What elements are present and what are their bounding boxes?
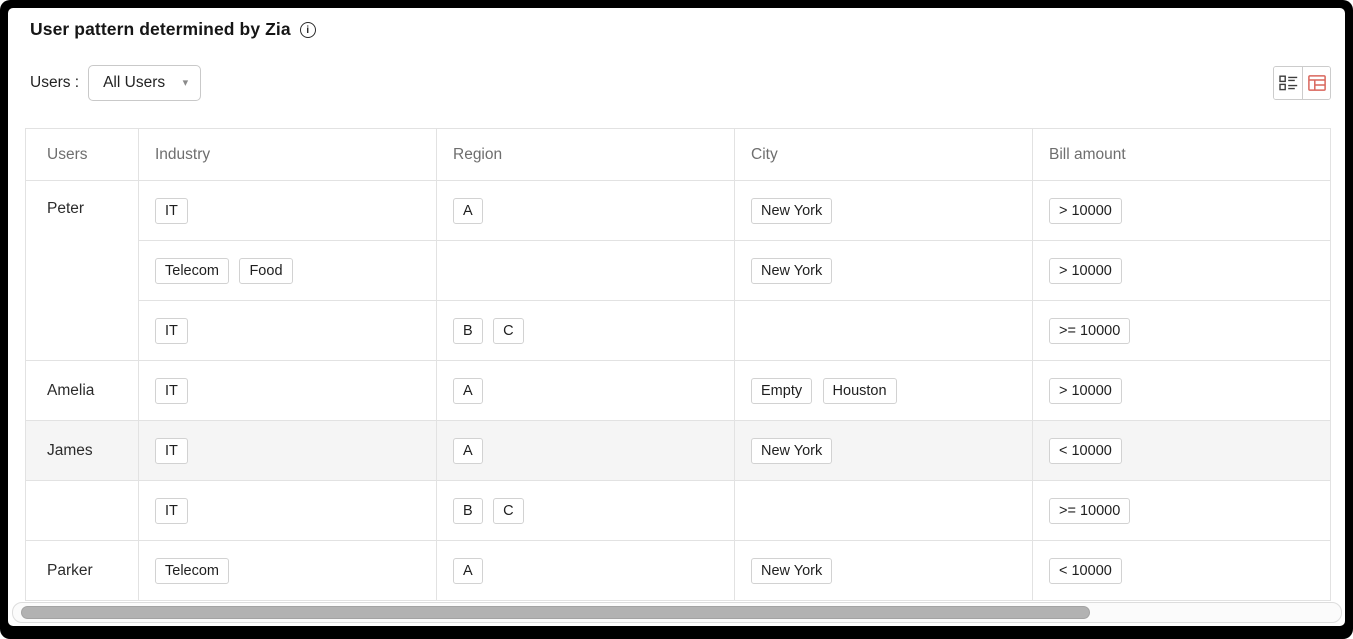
list-view-button[interactable]: [1274, 67, 1302, 99]
bill-amount-chip: >= 10000: [1049, 317, 1131, 344]
bill-amount-chip: > 10000: [1049, 377, 1122, 404]
column-header-industry: Industry: [138, 128, 437, 181]
info-icon[interactable]: i: [299, 21, 316, 38]
industry-chip: IT: [155, 377, 188, 404]
region-cell: A: [436, 540, 735, 601]
region-cell: A: [436, 360, 735, 421]
table-view-button[interactable]: [1302, 67, 1330, 99]
bill-amount-cell: > 10000: [1032, 360, 1331, 421]
chevron-down-icon: ▾: [182, 76, 189, 89]
region-chip: A: [453, 377, 483, 404]
industry-cell: Telecom Food: [138, 240, 437, 301]
city-chip: New York: [751, 197, 833, 224]
bill-amount-cell: >= 10000: [1032, 300, 1331, 361]
bill-amount-chip: >= 10000: [1049, 497, 1131, 524]
city-chip: New York: [751, 257, 833, 284]
city-chip: Empty: [751, 377, 813, 404]
table-row-highlighted: James IT A New York < 10000: [25, 420, 1331, 481]
column-header-bill-amount: Bill amount: [1032, 128, 1331, 181]
industry-cell: IT: [138, 360, 437, 421]
bill-amount-chip: > 10000: [1049, 257, 1122, 284]
industry-chip: IT: [155, 197, 188, 224]
list-view-icon: [1278, 75, 1297, 91]
region-chip: A: [453, 437, 483, 464]
industry-cell: IT: [138, 180, 437, 241]
bill-amount-cell: > 10000: [1032, 180, 1331, 241]
table-row: Peter IT A New York > 10000: [25, 180, 1331, 361]
view-toggle-group: [1273, 66, 1331, 100]
bill-amount-cell: > 10000: [1032, 240, 1331, 301]
table-header-row: Users Industry Region City Bill amount: [25, 128, 1331, 181]
city-chip: Houston: [822, 377, 897, 404]
table-row: Telecom Food New York > 10000: [26, 240, 1331, 301]
industry-chip: IT: [155, 437, 188, 464]
region-chip: C: [493, 317, 524, 344]
industry-chip: IT: [155, 497, 188, 524]
users-dropdown-value: All Users: [103, 74, 166, 91]
city-chip: New York: [751, 437, 833, 464]
user-name-cell: Peter: [25, 180, 139, 361]
user-name-cell: Amelia: [25, 360, 139, 421]
region-chip: B: [453, 497, 483, 524]
region-chip: C: [493, 497, 524, 524]
region-chip: A: [453, 197, 483, 224]
industry-cell: Telecom: [138, 540, 437, 601]
region-cell: [436, 240, 735, 301]
users-dropdown[interactable]: All Users ▾: [88, 65, 202, 101]
industry-cell: IT: [138, 300, 437, 361]
column-header-city: City: [734, 128, 1033, 181]
bill-amount-chip: < 10000: [1049, 437, 1122, 464]
users-filter-row: Users : All Users ▾: [30, 64, 202, 102]
region-chip: A: [453, 557, 483, 584]
table-view-icon: [1307, 75, 1326, 91]
column-header-region: Region: [436, 128, 735, 181]
industry-chip: Food: [239, 257, 293, 284]
city-cell: Empty Houston: [734, 360, 1033, 421]
city-cell: New York: [734, 540, 1033, 601]
city-cell: New York: [734, 420, 1033, 481]
city-cell: [734, 480, 1033, 541]
user-name-cell: James: [25, 420, 139, 481]
user-pattern-table: Users Industry Region City Bill amount P…: [25, 128, 1331, 601]
table-row: IT B C >= 10000: [26, 300, 1331, 361]
region-cell: B C: [436, 480, 735, 541]
title-row: User pattern determined by Zia i: [30, 19, 316, 40]
city-chip: New York: [751, 557, 833, 584]
bill-amount-chip: < 10000: [1049, 557, 1122, 584]
table-row: IT B C >= 10000: [25, 480, 1331, 541]
bill-amount-cell: < 10000: [1032, 540, 1331, 601]
bill-amount-cell: < 10000: [1032, 420, 1331, 481]
city-cell: New York: [734, 180, 1033, 241]
region-cell: A: [436, 420, 735, 481]
bill-amount-cell: >= 10000: [1032, 480, 1331, 541]
region-cell: B C: [436, 300, 735, 361]
column-header-users: Users: [25, 128, 139, 181]
industry-cell: IT: [138, 420, 437, 481]
table-row: Parker Telecom A New York < 10000: [25, 540, 1331, 601]
region-chip: B: [453, 317, 483, 344]
scrollbar-thumb[interactable]: [21, 606, 1091, 619]
industry-cell: IT: [138, 480, 437, 541]
users-filter-label: Users :: [30, 74, 80, 91]
content-panel: User pattern determined by Zia i Users :…: [8, 8, 1345, 626]
industry-chip: IT: [155, 317, 188, 344]
page-title: User pattern determined by Zia: [30, 19, 291, 39]
industry-chip: Telecom: [155, 557, 229, 584]
bill-amount-chip: > 10000: [1049, 197, 1122, 224]
user-name-cell: Parker: [25, 540, 139, 601]
industry-chip: Telecom: [155, 257, 229, 284]
city-cell: [734, 300, 1033, 361]
table-row: Amelia IT A Empty Houston > 10000: [25, 360, 1331, 421]
region-cell: A: [436, 180, 735, 241]
city-cell: New York: [734, 240, 1033, 301]
user-name-cell: [25, 480, 139, 541]
horizontal-scrollbar[interactable]: [12, 602, 1342, 623]
